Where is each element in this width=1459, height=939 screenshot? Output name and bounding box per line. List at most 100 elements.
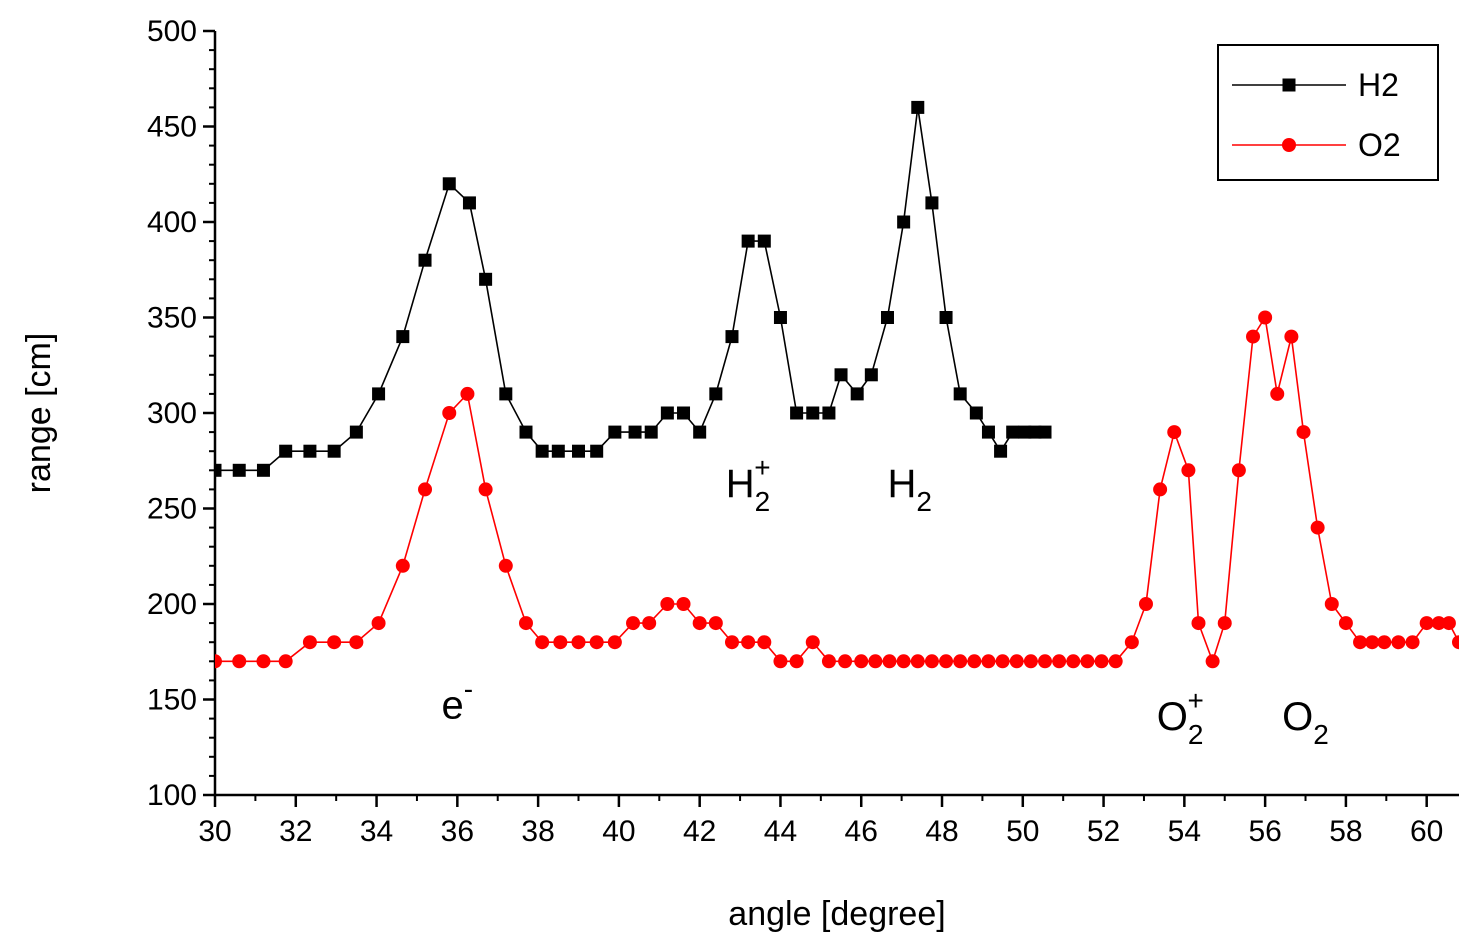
y-tick-label: 150: [147, 684, 197, 717]
legend-label: H2: [1358, 67, 1399, 103]
data-point: [478, 482, 493, 497]
data-point: [327, 444, 341, 458]
data-point: [418, 253, 432, 267]
annotation-subscript: 2: [916, 486, 932, 517]
data-point: [1270, 386, 1285, 401]
data-point: [418, 482, 433, 497]
annotation-superscript: +: [1187, 685, 1203, 716]
x-tick-label: 40: [602, 815, 635, 848]
data-point: [994, 444, 1008, 458]
data-point: [608, 425, 622, 439]
data-point: [1231, 463, 1246, 478]
data-point: [953, 387, 967, 401]
y-tick-label: 350: [147, 302, 197, 335]
data-point: [953, 654, 968, 669]
data-point: [479, 272, 493, 286]
data-point: [741, 635, 756, 650]
annotation-subscript: 2: [755, 486, 771, 517]
data-point: [1191, 616, 1206, 631]
data-point: [660, 597, 675, 611]
data-point: [1018, 425, 1032, 439]
data-point: [1124, 635, 1139, 650]
data-point: [628, 425, 642, 439]
data-point: [1353, 635, 1368, 650]
data-point: [232, 463, 246, 477]
data-point: [279, 444, 293, 458]
peak-annotation: O2: [1282, 695, 1329, 750]
data-point: [442, 406, 457, 420]
data-point: [1052, 654, 1067, 669]
data-point: [709, 387, 723, 401]
x-tick-label: 50: [1006, 815, 1039, 848]
data-point: [1108, 654, 1123, 669]
x-tick-label: 54: [1168, 815, 1201, 848]
data-point: [1167, 425, 1182, 440]
annotation-subscript: 2: [1313, 719, 1329, 750]
data-point: [571, 635, 586, 650]
y-tick-label: 300: [147, 397, 197, 430]
data-point: [822, 406, 836, 420]
data-point: [1038, 654, 1053, 669]
x-tick-label: 60: [1410, 815, 1443, 848]
data-point: [396, 330, 410, 344]
data-point: [1205, 654, 1220, 669]
data-point: [232, 654, 247, 669]
data-point: [1284, 329, 1299, 344]
data-point: [773, 654, 788, 669]
data-point: [590, 444, 604, 458]
data-point: [1405, 635, 1420, 650]
data-point: [1324, 597, 1339, 611]
data-point: [910, 654, 925, 669]
data-point: [1246, 329, 1261, 344]
data-point: [303, 444, 317, 458]
data-point: [1310, 520, 1325, 535]
data-point: [327, 635, 342, 650]
legend-box: [1217, 44, 1439, 181]
y-tick-label: 500: [147, 15, 197, 48]
data-point: [864, 368, 878, 382]
data-point: [1138, 597, 1153, 611]
data-point: [838, 654, 853, 669]
data-point: [1009, 654, 1024, 669]
y-tick-label: 450: [147, 111, 197, 144]
data-point: [1365, 635, 1380, 650]
x-tick-label: 42: [683, 815, 716, 848]
y-tick-label: 100: [147, 779, 197, 812]
data-point: [1038, 425, 1052, 439]
data-point: [806, 406, 820, 420]
data-point: [967, 654, 982, 669]
data-point: [1258, 310, 1273, 325]
x-tick-label: 58: [1329, 815, 1362, 848]
data-point: [215, 463, 222, 477]
data-point: [924, 654, 939, 669]
data-point: [660, 406, 674, 420]
data-point: [708, 616, 723, 631]
y-tick-label: 400: [147, 206, 197, 239]
data-point: [1066, 654, 1081, 669]
data-point: [1431, 616, 1446, 631]
data-point: [1080, 654, 1095, 669]
data-point: [821, 654, 836, 669]
data-point: [757, 635, 772, 650]
x-tick-label: 52: [1087, 815, 1120, 848]
series-o2: [215, 310, 1459, 669]
data-point: [644, 425, 658, 439]
data-point: [462, 196, 476, 210]
data-point: [349, 635, 364, 650]
data-point: [572, 444, 586, 458]
peak-annotation: H2: [887, 462, 931, 517]
data-point: [519, 616, 533, 631]
x-tick-label: 32: [279, 815, 312, 848]
data-point: [1181, 463, 1196, 478]
data-point: [1023, 654, 1038, 669]
data-point: [1338, 616, 1353, 631]
x-tick-label: 38: [521, 815, 554, 848]
data-point: [589, 635, 604, 650]
data-point: [805, 635, 820, 650]
data-point: [939, 654, 954, 669]
data-point: [1419, 616, 1434, 631]
data-point: [553, 635, 568, 650]
x-tick-label: 46: [845, 815, 878, 848]
